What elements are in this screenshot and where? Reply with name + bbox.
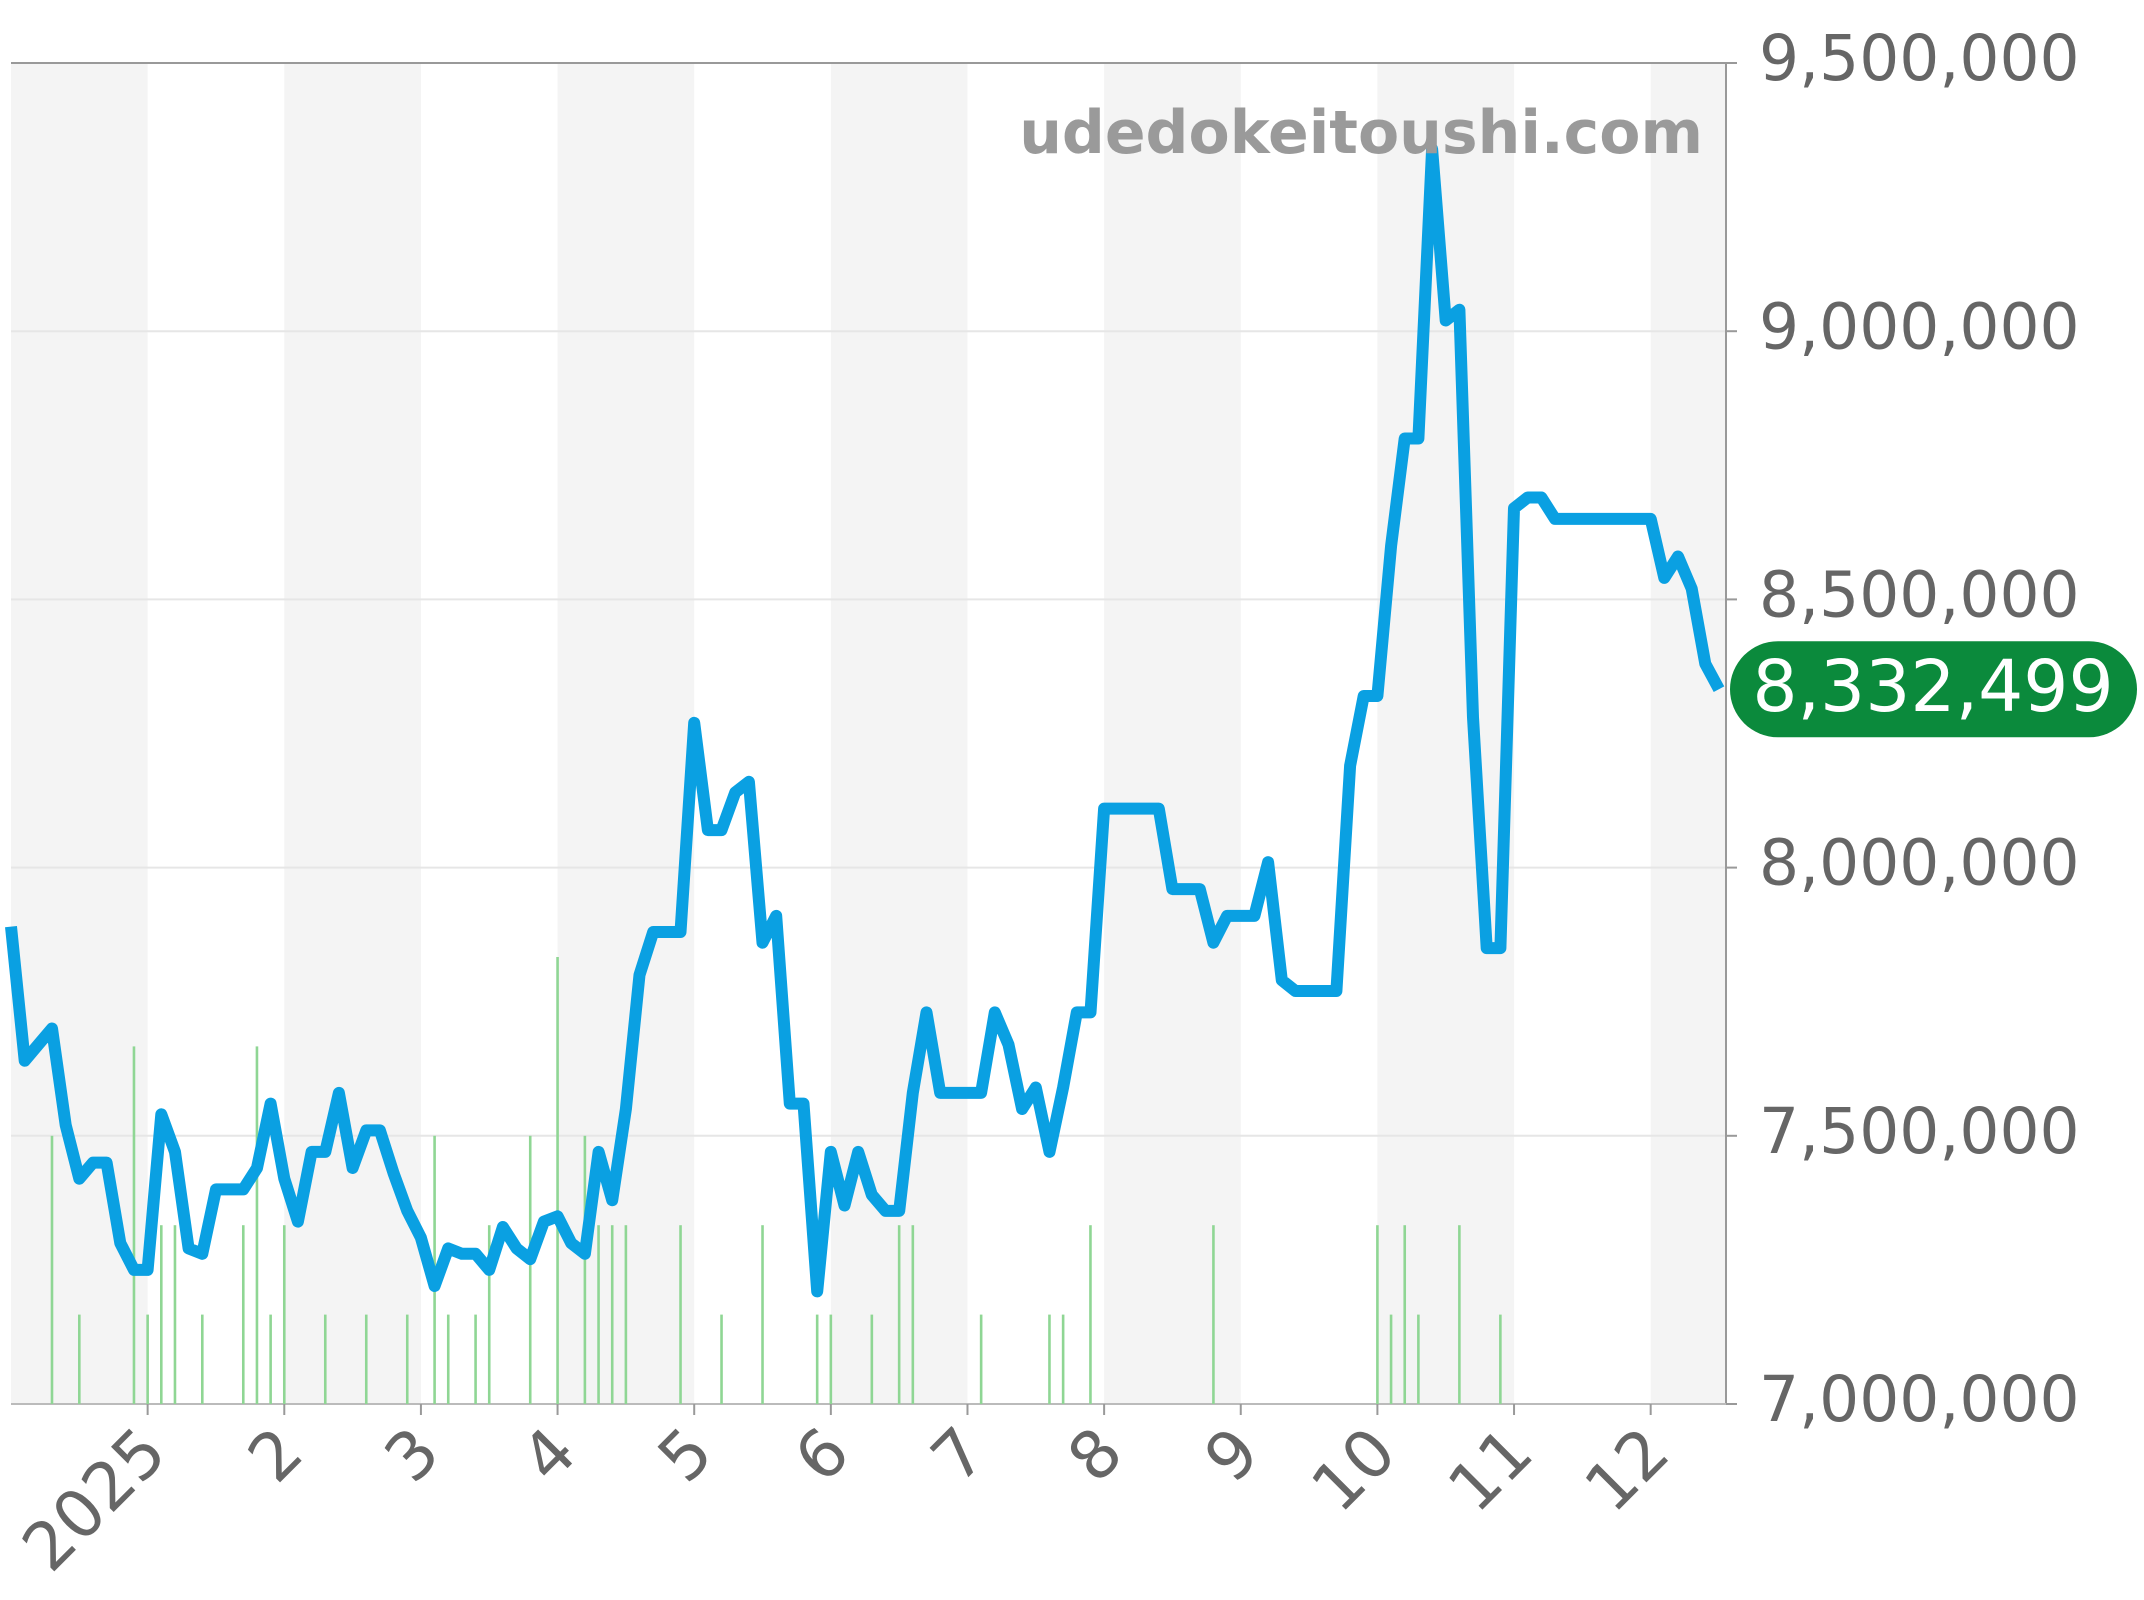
volume-bar [323, 1314, 327, 1404]
volume-bar [1417, 1314, 1420, 1404]
volume-bar [132, 1046, 136, 1404]
x-tick-label: 6 [780, 1413, 864, 1497]
volume-bar [255, 1046, 259, 1404]
volume-bar [679, 1225, 682, 1404]
volume-bar [474, 1314, 477, 1404]
volume-bar [610, 1225, 614, 1404]
y-tick-label: 7,000,000 [1759, 1363, 2080, 1436]
x-tick-label: 9 [1190, 1413, 1274, 1497]
x-tick-label: 8 [1053, 1413, 1137, 1497]
y-tick-label: 9,500,000 [1759, 22, 2080, 95]
volume-bar [146, 1314, 149, 1404]
volume-bar [1048, 1314, 1051, 1404]
price-line [5, 142, 1725, 1298]
x-tick-label: 5 [643, 1413, 727, 1497]
y-tick-label: 7,500,000 [1759, 1095, 2080, 1168]
month-band [1650, 63, 1726, 1404]
volume-bar [78, 1314, 81, 1404]
volume-bar [1212, 1225, 1215, 1404]
month-band [1104, 63, 1241, 1404]
volume-bar [597, 1225, 600, 1404]
x-tick-label: 3 [370, 1413, 454, 1497]
volume-bar [241, 1225, 245, 1404]
volume-bar [282, 1225, 286, 1404]
volume-bar [556, 957, 559, 1404]
volume-bar [487, 1225, 491, 1404]
x-tick-label: 2025 [8, 1413, 181, 1586]
x-tick-label: 10 [1297, 1413, 1411, 1527]
volume-bar [897, 1225, 901, 1404]
y-tick-label: 8,500,000 [1759, 558, 2080, 631]
volume-bar [911, 1225, 915, 1404]
volume-bar [1458, 1225, 1461, 1404]
volume-bar [1403, 1225, 1407, 1404]
volume-bar [624, 1225, 628, 1404]
volume-bar [269, 1314, 272, 1404]
volume-bar [720, 1314, 723, 1404]
volume-bar [1499, 1314, 1502, 1404]
volume-bar [200, 1314, 204, 1404]
volume-bar [761, 1225, 764, 1404]
x-tick-label: 2 [233, 1413, 317, 1497]
x-tick-label: 4 [507, 1413, 591, 1497]
x-tick-label: 7 [917, 1413, 1001, 1497]
volume-bar [1089, 1225, 1092, 1404]
volume-bar [50, 1135, 54, 1404]
volume-bar [160, 1225, 163, 1404]
last-value-label: 8,332,499 [1752, 645, 2113, 728]
y-tick-label: 9,000,000 [1759, 290, 2080, 363]
x-tick-label: 12 [1570, 1413, 1684, 1527]
watermark: udedokeitoushi.com [1019, 98, 1703, 168]
volume-bar [1061, 1314, 1065, 1404]
month-band [557, 63, 695, 1404]
volume-bar [829, 1314, 833, 1404]
volume-bar [1376, 1225, 1379, 1404]
last-value-badge [1730, 641, 2137, 738]
y-tick-label: 8,000,000 [1759, 827, 2080, 900]
volume-bar [583, 1135, 587, 1404]
volume-bar [364, 1314, 368, 1404]
volume-bar [815, 1314, 819, 1404]
x-tick-label: 11 [1434, 1413, 1548, 1527]
volume-bar [446, 1314, 450, 1404]
volume-bar [870, 1314, 874, 1404]
volume-bar [405, 1314, 409, 1404]
volume-bar [528, 1135, 532, 1404]
month-band [11, 63, 148, 1404]
volume-bar [1389, 1314, 1393, 1404]
volume-bar [979, 1314, 983, 1404]
volume-bar [173, 1225, 177, 1404]
